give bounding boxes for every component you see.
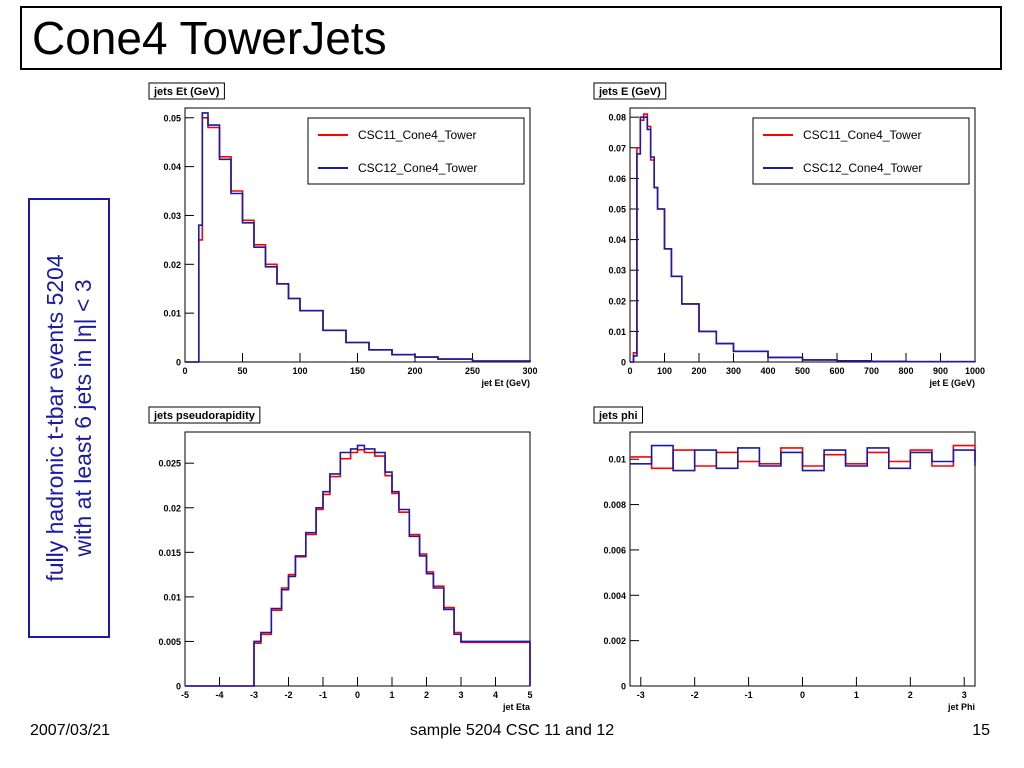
x-tick-label: 300 (726, 366, 741, 376)
y-tick-label: 0 (176, 682, 181, 692)
side-note-line1: fully hadronic t-tbar events 5204 (42, 254, 68, 582)
x-tick-label: 600 (829, 366, 844, 376)
y-tick-label: 0.002 (603, 636, 626, 646)
chart-jets-pseudorapidity: jets pseudorapidity 0 0.005 0.01 0.015 0.02 0.… (148, 406, 533, 712)
side-note-line2: with at least 6 jets in |η| < 3 (70, 279, 96, 557)
y-tick-label: 0.004 (603, 591, 626, 601)
series-line-csc12 (630, 444, 976, 472)
x-tick-label: 0 (800, 690, 805, 700)
y-tick-label: 0.02 (163, 260, 181, 270)
y-tick-label: 0 (621, 358, 626, 368)
slide-title: Cone4 TowerJets (20, 6, 1002, 70)
x-tick-label: 50 (237, 366, 247, 376)
series-line-csc12 (185, 112, 531, 363)
chart-jets-et: jets Et (GeV) 0 0.01 0.02 0.03 0.04 0.05 0 50 100… (148, 82, 538, 388)
series-line-csc12 (185, 444, 531, 687)
footer-caption: sample 5204 CSC 11 and 12 (409, 722, 615, 739)
y-tick-label: 0.02 (163, 503, 181, 513)
x-tick-label: 250 (465, 366, 480, 376)
y-tick-label: 0.008 (603, 500, 626, 510)
x-axis-label: jet Et (GeV) (480, 378, 530, 388)
y-tick-label: 0.05 (163, 113, 181, 123)
x-tick-label: -2 (284, 690, 292, 700)
y-tick-label: 0.02 (608, 296, 626, 306)
y-tick-label: 0.04 (163, 162, 181, 172)
chart-title: jets E (GeV) (598, 86, 661, 98)
x-tick-label: 400 (760, 366, 775, 376)
x-tick-label: 5 (527, 690, 532, 700)
x-tick-label: 3 (458, 690, 463, 700)
y-tick-label: 0.06 (608, 174, 626, 184)
series-line-csc12 (630, 116, 976, 363)
x-tick-label: 0 (355, 690, 360, 700)
chart-title: jets phi (598, 410, 638, 422)
chart-title-box (148, 82, 225, 100)
y-tick-label: 0.03 (608, 266, 626, 276)
chart-jets-e: jets E (GeV) 0 0.01 0.02 0.03 0.04 0.05 0.06 0.0… (593, 82, 985, 388)
x-tick-label: -1 (745, 690, 753, 700)
y-tick-label: 0.01 (608, 455, 626, 465)
y-tick-label: 0.006 (603, 545, 626, 555)
x-tick-label: 1 (854, 690, 859, 700)
legend-label: CSC12_Cone4_Tower (358, 161, 477, 175)
y-tick-label: 0.03 (163, 211, 181, 221)
x-tick-label: 100 (657, 366, 672, 376)
x-tick-label: 700 (864, 366, 879, 376)
y-tick-label: 0.015 (158, 548, 181, 558)
x-tick-label: 2 (424, 690, 429, 700)
legend-label: CSC12_Cone4_Tower (803, 161, 922, 175)
y-tick-label: 0.005 (158, 637, 181, 647)
x-tick-label: 0 (182, 366, 187, 376)
chart-title-box (148, 406, 261, 424)
y-tick-label: 0.01 (608, 327, 626, 337)
y-tick-label: 0 (621, 682, 626, 692)
plot-frame (184, 431, 531, 687)
x-tick-label: 800 (898, 366, 913, 376)
x-tick-label: 4 (493, 690, 498, 700)
x-axis-label: jet E (GeV) (928, 378, 975, 388)
chart-title: jets pseudorapidity (153, 410, 256, 422)
side-note-box: fully hadronic t-tbar events 5204 with a… (28, 198, 110, 638)
x-tick-label: 200 (407, 366, 422, 376)
x-tick-label: -4 (215, 690, 223, 700)
x-tick-label: 500 (795, 366, 810, 376)
legend-label: CSC11_Cone4_Tower (358, 128, 477, 142)
y-tick-label: 0.01 (163, 592, 181, 602)
x-tick-label: 200 (691, 366, 706, 376)
x-tick-label: 3 (962, 690, 967, 700)
y-tick-label: 0.04 (608, 235, 626, 245)
plot-frame (629, 431, 976, 687)
footer-date: 2007/03/21 (30, 722, 111, 739)
x-tick-label: 900 (933, 366, 948, 376)
chart-jets-phi: jets phi 0 0.002 0.004 0.006 0.008 0.01 -3 -2 -1 0… (593, 406, 976, 712)
x-tick-label: -5 (181, 690, 189, 700)
y-tick-label: 0.05 (608, 204, 626, 214)
x-tick-label: 150 (350, 366, 365, 376)
x-tick-label: -1 (319, 690, 327, 700)
x-tick-label: 1000 (965, 366, 985, 376)
y-tick-label: 0.07 (608, 143, 626, 153)
legend-label: CSC11_Cone4_Tower (803, 128, 922, 142)
x-tick-label: -3 (250, 690, 258, 700)
legend-box (752, 117, 970, 185)
chart-title-box (593, 406, 644, 424)
x-tick-label: 100 (292, 366, 307, 376)
side-note: fully hadronic t-tbar events 5204 with a… (41, 200, 97, 636)
x-tick-label: -3 (637, 690, 645, 700)
x-tick-label: 1 (389, 690, 394, 700)
x-axis-label: jet Phi (947, 702, 975, 712)
y-tick-label: 0.025 (158, 459, 181, 469)
x-tick-label: -2 (691, 690, 699, 700)
chart-title: jets Et (GeV) (153, 86, 220, 98)
x-tick-label: 0 (627, 366, 632, 376)
legend-box (307, 117, 525, 185)
footer-page-number: 15 (972, 722, 990, 739)
y-tick-label: 0 (176, 358, 181, 368)
y-tick-label: 0.01 (163, 309, 181, 319)
y-tick-label: 0.08 (608, 113, 626, 123)
x-axis-label: jet Eta (502, 702, 531, 712)
x-tick-label: 2 (908, 690, 913, 700)
x-tick-label: 300 (522, 366, 537, 376)
chart-title-box (593, 82, 667, 100)
